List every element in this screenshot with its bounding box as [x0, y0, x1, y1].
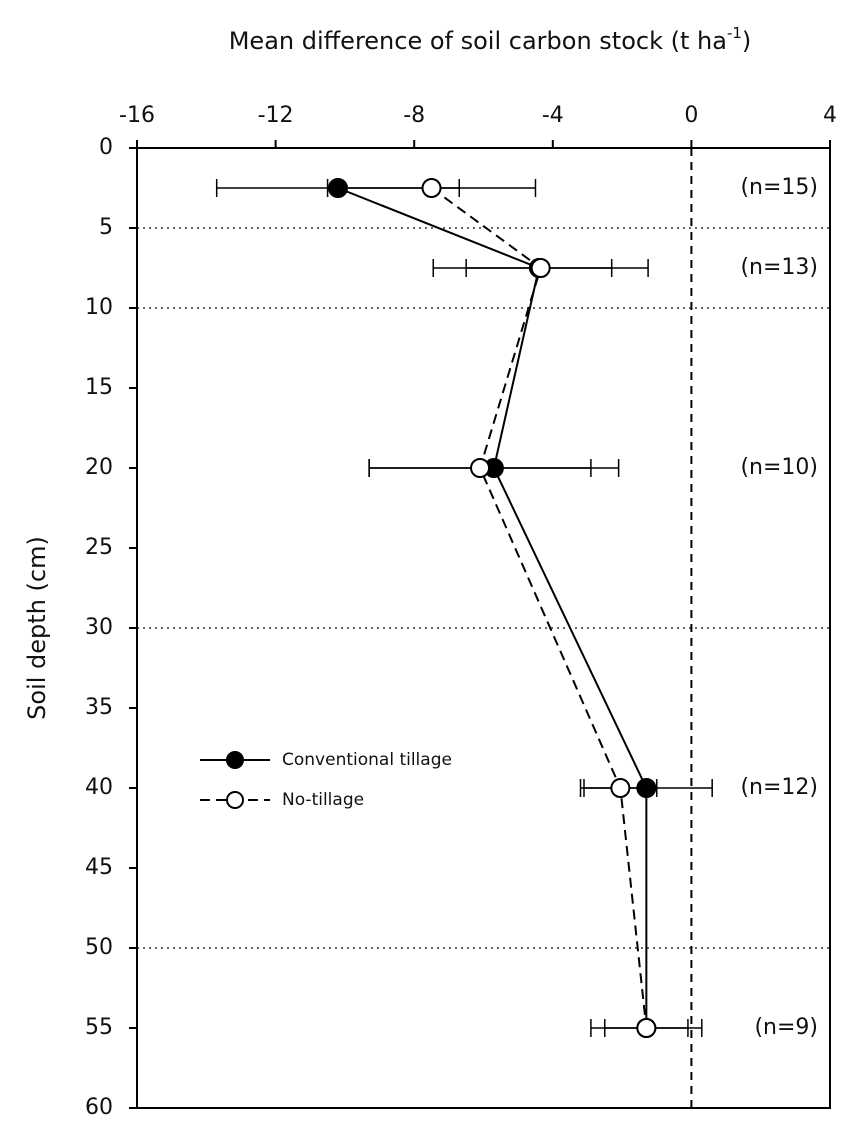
data-point	[610, 778, 631, 798]
x-tick-label: -12	[258, 103, 294, 128]
y-tick-label: 15	[85, 375, 113, 400]
legend-label: No-tillage	[282, 790, 364, 810]
x-tick-label: -16	[119, 103, 155, 128]
y-tick-label: 60	[85, 1095, 113, 1120]
sample-size: (n=13)	[740, 255, 818, 280]
x-tick-label: -4	[542, 103, 564, 128]
x-tick-label: 4	[823, 103, 837, 128]
y-tick-label: 30	[85, 615, 113, 640]
data-point	[470, 458, 491, 478]
series-line	[430, 187, 648, 1029]
data-point	[530, 258, 551, 278]
legend-marker	[226, 791, 244, 809]
sample-size: (n=9)	[754, 1015, 818, 1040]
x-tick-label: 0	[684, 103, 698, 128]
y-axis-label: Soil depth (cm)	[23, 536, 51, 720]
y-tick-label: 10	[85, 295, 113, 320]
series-line	[337, 187, 648, 1028]
y-tick-label: 40	[85, 775, 113, 800]
y-tick-label: 35	[85, 695, 113, 720]
data-point	[421, 178, 442, 198]
x-tick-label: -8	[403, 103, 425, 128]
y-tick-label: 25	[85, 535, 113, 560]
sample-size: (n=10)	[740, 455, 818, 480]
sample-size: (n=15)	[740, 175, 818, 200]
y-tick-label: 45	[85, 855, 113, 880]
y-tick-label: 55	[85, 1015, 113, 1040]
title-sup: -1	[727, 24, 742, 42]
data-point	[636, 1018, 657, 1038]
chart-title: Mean difference of soil carbon stock (t …	[229, 24, 752, 56]
title-main: Mean difference of soil carbon stock (t …	[229, 27, 727, 55]
y-tick-label: 20	[85, 455, 113, 480]
legend-label: Conventional tillage	[282, 750, 452, 770]
y-tick-label: 0	[99, 135, 113, 160]
sample-size: (n=12)	[740, 775, 818, 800]
title-end: )	[742, 27, 751, 55]
y-tick-label: 5	[99, 215, 113, 240]
y-tick-label: 50	[85, 935, 113, 960]
legend-marker	[226, 751, 244, 769]
